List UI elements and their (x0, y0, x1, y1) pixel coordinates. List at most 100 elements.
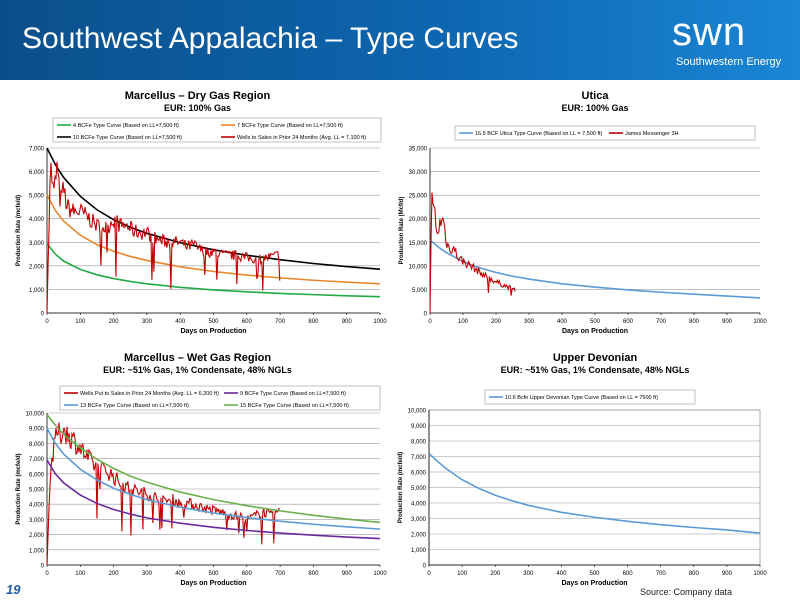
legend-entry: Wells Put to Sales in Prior 24 Months (A… (80, 391, 219, 397)
legend-entry: 10 BCFe Type Curve (Based on LL=7,500 ft… (73, 135, 182, 141)
chart-title: Utica (581, 90, 609, 102)
y-tick-label: 3,000 (29, 241, 45, 247)
x-tick-label: 100 (75, 571, 86, 577)
y-tick-label: 9,000 (29, 427, 45, 433)
y-tick-label: 2,000 (29, 533, 45, 539)
y-tick-label: 30,000 (409, 170, 428, 176)
legend-entry: 13 BCFe Type Curve (Based on LL=7,500 ft… (80, 403, 189, 409)
y-tick-label: 1,000 (29, 288, 45, 294)
legend-entry: James Messenger 3H (625, 131, 679, 137)
x-tick-label: 700 (656, 319, 667, 325)
legend-entry: 7 BCFe Type Curve (Based on LL=7,500 ft) (237, 123, 343, 129)
y-tick-label: 10,000 (409, 264, 428, 270)
logo-subtitle: Southwestern Energy (676, 56, 782, 68)
y-tick-label: 6,000 (29, 472, 45, 478)
series-line (46, 427, 381, 530)
series-line (46, 194, 381, 285)
x-tick-label: 300 (524, 319, 535, 325)
series-line (46, 414, 381, 524)
y-tick-label: 5,000 (29, 488, 45, 494)
y-tick-label: 10,000 (408, 409, 427, 415)
chart-subtitle: EUR: ~51% Gas, 1% Condensate, 48% NGLs (500, 365, 690, 375)
x-tick-label: 400 (557, 319, 568, 325)
y-tick-label: 1,000 (411, 548, 427, 554)
x-tick-label: 100 (457, 571, 468, 577)
x-tick-label: 800 (308, 571, 319, 577)
x-tick-label: 1000 (753, 319, 767, 325)
y-tick-label: 10,000 (26, 412, 45, 418)
y-tick-label: 3,000 (411, 517, 427, 523)
y-axis-label: Production Rate (Mcf/d) (399, 197, 405, 265)
x-tick-label: 500 (589, 571, 600, 577)
chart-title: Marcellus – Wet Gas Region (123, 352, 272, 364)
x-axis-label: Days on Production (180, 580, 246, 587)
x-tick-label: 1000 (753, 571, 767, 577)
x-axis-label: Days on Production (562, 328, 628, 335)
x-tick-label: 900 (342, 319, 353, 325)
x-tick-label: 900 (342, 571, 353, 577)
source-note: Source: Company data (640, 587, 733, 597)
x-tick-label: 400 (556, 571, 567, 577)
slide-title: Southwest Appalachia – Type Curves (22, 22, 519, 55)
chart-title: Upper Devonian (552, 352, 638, 364)
header-bar: Southwest Appalachia – Type Curves swn S… (0, 0, 800, 80)
x-tick-label: 600 (623, 571, 634, 577)
y-tick-label: 6,000 (29, 170, 45, 176)
chart-subtitle: EUR: ~51% Gas, 1% Condensate, 48% NGLs (103, 365, 292, 375)
legend-entry: 15 BCFe Type Curve (Based on LL=7,500 ft… (240, 403, 349, 409)
x-tick-label: 700 (656, 571, 667, 577)
y-tick-label: 2,000 (29, 264, 45, 270)
y-tick-label: 8,000 (411, 440, 427, 446)
x-tick-label: 200 (109, 319, 120, 325)
series-line-actual (429, 192, 516, 314)
legend-entry: 16.5 BCF Utica Type Curve (Based on LL =… (475, 131, 603, 137)
chart-svg: 0 1,000 2,000 3,000 4,000 5,000 6,000 7,000 8,00… (16, 385, 387, 587)
x-tick-label: 0 (427, 571, 431, 577)
legend-entry: 10.6 Bcfe Upper Devonian Type Curve (Bas… (505, 395, 658, 401)
x-tick-label: 200 (109, 571, 120, 577)
legend-entry: Wells to Sales in Prior 24 Months (Avg. … (237, 135, 366, 141)
x-tick-label: 600 (242, 571, 253, 577)
x-tick-label: 600 (242, 319, 253, 325)
y-tick-label: 2,000 (411, 533, 427, 539)
y-tick-label: 6,000 (411, 471, 427, 477)
chart-title: Marcellus – Dry Gas Region (124, 90, 271, 102)
series-line (46, 459, 381, 540)
y-tick-label: 1,000 (29, 548, 45, 554)
x-tick-label: 900 (722, 319, 733, 325)
x-tick-label: 700 (275, 319, 286, 325)
y-tick-label: 4,000 (29, 503, 45, 509)
x-tick-label: 800 (308, 319, 319, 325)
y-tick-label: 4,000 (29, 217, 45, 223)
y-tick-label: 25,000 (409, 194, 428, 200)
legend-box (484, 389, 696, 405)
y-tick-label: 7,000 (29, 457, 45, 463)
y-tick-label: 35,000 (409, 147, 428, 153)
x-tick-label: 800 (689, 571, 700, 577)
legend-entry: 9 BCFe Type Curve (Based on LL=7,500 ft) (240, 391, 346, 397)
chart-svg: 0 5,000 10,000 15,000 20,000 25,000 30,000 35,0… (399, 125, 767, 335)
y-tick-label: 3,000 (29, 518, 45, 524)
x-tick-label: 200 (491, 319, 502, 325)
y-tick-label: 8,000 (29, 442, 45, 448)
chart-subtitle: EUR: 100% Gas (561, 103, 629, 113)
y-tick-label: 20,000 (409, 217, 428, 223)
y-tick-label: 5,000 (29, 194, 45, 200)
x-tick-label: 100 (458, 319, 469, 325)
chart-svg: 0 1,000 2,000 3,000 4,000 5,000 6,000 7,000 0 100… (16, 117, 387, 335)
x-tick-label: 0 (45, 571, 49, 577)
chart-marcellus-wet-gas: Marcellus – Wet Gas Region EUR: ~51% Gas… (5, 350, 390, 590)
x-tick-label: 100 (75, 319, 86, 325)
x-axis-label: Days on Production (180, 328, 246, 335)
x-tick-label: 900 (722, 571, 733, 577)
swn-logo-icon: swn (672, 10, 747, 54)
x-tick-label: 500 (208, 319, 219, 325)
chart-marcellus-dry-gas: Marcellus – Dry Gas Region EUR: 100% Gas… (5, 88, 390, 343)
x-tick-label: 1000 (373, 319, 387, 325)
x-tick-label: 0 (428, 319, 432, 325)
x-tick-label: 300 (142, 319, 153, 325)
y-axis-label: Production Rate (mcfe/d) (16, 195, 22, 266)
x-tick-label: 200 (490, 571, 501, 577)
x-tick-label: 0 (45, 319, 49, 325)
series-line-actual (46, 161, 281, 314)
